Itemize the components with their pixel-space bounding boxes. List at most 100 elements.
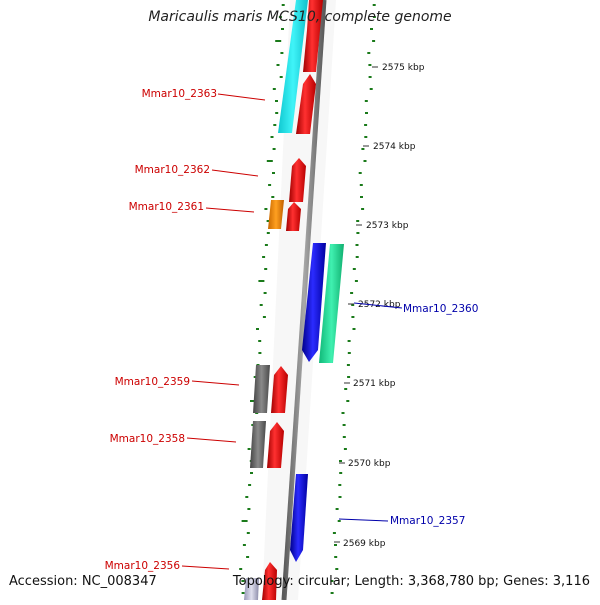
tick-label: 2569 kbp (343, 539, 386, 549)
gc-dot (343, 448, 347, 450)
gc-dot (335, 568, 339, 570)
gc-dot (239, 568, 243, 570)
gray-feature-2359 (253, 365, 270, 413)
gc-dot (352, 268, 356, 270)
gc-dot (258, 340, 262, 342)
gc-dot (259, 304, 263, 306)
leader-line-2356 (181, 565, 230, 570)
gc-dot (355, 256, 359, 258)
gc-dot (256, 328, 259, 330)
gc-dot (258, 352, 262, 354)
gc-dot (330, 592, 334, 594)
tick-label: 2575 kbp (382, 63, 425, 73)
gc-dot (271, 196, 275, 198)
tick-label: 2573 kbp (366, 221, 409, 231)
gc-dot (266, 160, 273, 162)
gene-Mmar10_2358 (267, 422, 284, 468)
gene-label-Mmar10_2359: Mmar10_2359 (115, 376, 190, 388)
gc-dot (363, 160, 367, 162)
leader-line-2362 (211, 169, 259, 177)
map-title: Maricaulis maris MCS10, complete genome (148, 9, 452, 25)
gc-dot (356, 220, 360, 222)
gc-dot (280, 52, 284, 54)
gc-dot (364, 100, 368, 102)
scale-ticks: 2575 kbp 2574 kbp 2573 kbp 2572 kbp 2571… (334, 63, 425, 549)
gc-dot (275, 100, 278, 102)
leader-line-2358 (186, 437, 237, 443)
leader-line-2360 (353, 302, 403, 309)
gc-dot (364, 136, 368, 138)
gc-dot (245, 496, 249, 498)
leader-line-2363 (217, 93, 266, 101)
gc-dot (275, 112, 279, 114)
gray-feature-2358 (250, 421, 266, 468)
gc-dot (347, 352, 351, 354)
gene-label-Mmar10_2363: Mmar10_2363 (142, 88, 217, 100)
gc-dot (272, 88, 276, 90)
gc-dot (337, 520, 341, 522)
gene-Mmar10_2361 (286, 202, 301, 231)
gc-dot (368, 64, 372, 66)
gene-Mmar10_2363 (296, 74, 316, 134)
gc-dot (347, 340, 351, 342)
gc-dot (281, 28, 284, 30)
gc-dot (250, 400, 256, 402)
tick-label: 2574 kbp (373, 142, 416, 152)
gc-dot (241, 580, 245, 582)
gc-dot (352, 328, 356, 330)
gc-dot (270, 136, 274, 138)
gene-Mmar10_2362 (289, 158, 306, 202)
gc-dot (361, 148, 365, 150)
gc-dot (250, 472, 253, 474)
gc-dot (359, 184, 363, 186)
leader-line-2361 (205, 207, 255, 213)
gc-dot (247, 448, 251, 450)
forward-gene-top (303, 0, 323, 72)
gc-dot (330, 580, 334, 582)
gc-dot (358, 172, 362, 174)
gene-Mmar10_2359 (271, 366, 288, 413)
gene-Mmar10_2357 (290, 474, 308, 562)
gc-dot (372, 4, 376, 6)
gc-dot (354, 280, 358, 282)
gc-dot (279, 76, 283, 78)
genome-backbone (281, 0, 327, 601)
gene-Mmar10_2356 (262, 562, 277, 600)
tick-label: 2572 kbp (358, 300, 401, 310)
tick-label: 2570 kbp (348, 459, 391, 469)
gc-dot (266, 220, 270, 222)
gene-labels: Mmar10_2363 Mmar10_2362 Mmar10_2361 Mmar… (105, 88, 479, 572)
gc-dot (275, 40, 282, 42)
gc-dot (241, 592, 245, 594)
gc-dot (246, 532, 250, 534)
topology-text: Topology: circular; Length: 3,368,780 bp… (232, 574, 590, 589)
gc-dot (272, 172, 275, 174)
lavender-feature (244, 578, 259, 600)
gene-label-Mmar10_2362: Mmar10_2362 (135, 164, 210, 176)
gc-dot (355, 244, 359, 246)
gc-dot (372, 16, 376, 18)
gc-dot (346, 364, 350, 366)
gc-dot (246, 556, 250, 558)
gc-dot (365, 112, 368, 114)
gc-dot (332, 532, 336, 534)
gc-dot (360, 196, 363, 198)
gene-features (244, 0, 344, 600)
gc-dot (346, 400, 350, 402)
gc-dot (281, 4, 285, 6)
gc-dot (272, 148, 276, 150)
gc-dot (351, 316, 355, 318)
gc-dot (347, 376, 351, 378)
gc-dot (339, 472, 343, 474)
gc-dot (368, 76, 372, 78)
gene-label-Mmar10_2361: Mmar10_2361 (129, 201, 204, 213)
green-feature (319, 244, 344, 363)
gc-dot (367, 52, 371, 54)
gene-Mmar10_2360 (302, 243, 326, 362)
gc-dot (351, 304, 355, 306)
gene-label-Mmar10_2356: Mmar10_2356 (105, 560, 181, 572)
gc-dot (263, 292, 267, 294)
gene-label-Mmar10_2357: Mmar10_2357 (390, 515, 465, 527)
